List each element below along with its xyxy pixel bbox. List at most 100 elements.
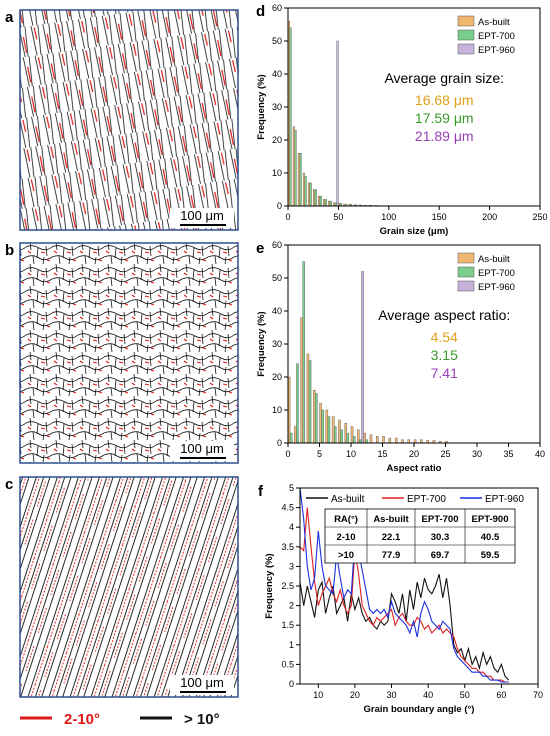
legend-swatch xyxy=(458,16,474,26)
y-tick-label: 60 xyxy=(272,3,282,13)
legend-label: EPT-700 xyxy=(478,31,515,42)
bar xyxy=(345,423,347,443)
panel-label-e: e xyxy=(256,240,264,257)
series-as-built xyxy=(288,21,390,206)
bar xyxy=(295,130,297,206)
bar xyxy=(300,153,302,206)
y-tick-label: 10 xyxy=(272,405,282,415)
bar xyxy=(290,28,292,206)
table-cell: >10 xyxy=(338,550,354,561)
bar xyxy=(309,361,311,444)
bar xyxy=(326,410,328,443)
legend-label: As-built xyxy=(478,254,510,265)
annotation-title: Average grain size: xyxy=(384,70,504,86)
ebsd-map-image xyxy=(20,477,238,697)
table-header: As-built xyxy=(373,514,409,525)
bar xyxy=(313,390,315,443)
bar xyxy=(305,176,307,206)
ebsd-map-image xyxy=(20,243,238,463)
ra-table: RA(°)2-10>10As-built22.177.9EPT-70030.36… xyxy=(325,509,515,563)
bar xyxy=(383,436,385,443)
annotation-value: 16.68 μm xyxy=(415,92,474,108)
x-tick-label: 10 xyxy=(346,449,356,459)
panel-label-a: a xyxy=(5,9,14,26)
x-axis-label: Aspect ratio xyxy=(387,463,442,474)
bar xyxy=(315,394,317,444)
legend-swatch xyxy=(458,267,474,277)
y-tick-label: 0 xyxy=(289,679,294,689)
scalebar-label: 100 μm xyxy=(180,208,224,223)
y-tick-label: 0.5 xyxy=(281,659,294,669)
ebsd-map-a: a 100 μm xyxy=(5,9,238,230)
bar xyxy=(290,433,292,443)
average-annotation: Average aspect ratio:4.543.157.41 xyxy=(378,307,510,381)
bar xyxy=(308,183,310,206)
x-tick-label: 60 xyxy=(496,690,506,700)
y-tick-label: 60 xyxy=(272,240,282,250)
y-tick-label: 1.5 xyxy=(281,620,294,630)
bar xyxy=(353,436,355,443)
y-tick-label: 5 xyxy=(289,483,294,493)
y-tick-label: 30 xyxy=(272,339,282,349)
bar xyxy=(376,436,378,443)
y-tick-label: 0 xyxy=(277,201,282,211)
x-tick-label: 20 xyxy=(350,690,360,700)
y-axis-label: Frequency (%) xyxy=(264,553,275,618)
bar xyxy=(357,430,359,443)
legend-label: EPT-700 xyxy=(407,494,446,505)
legend-label: EPT-960 xyxy=(485,494,524,505)
annotation-value: 3.15 xyxy=(431,347,458,363)
bar xyxy=(332,417,334,443)
bar xyxy=(296,364,298,443)
x-tick-label: 150 xyxy=(432,212,447,222)
table-cell: 22.1 xyxy=(382,532,401,543)
legend-label: As-built xyxy=(478,17,510,28)
series-line-as-built xyxy=(300,574,509,680)
bar xyxy=(334,427,336,444)
annotation-value: 4.54 xyxy=(431,329,458,345)
table-header: RA(°) xyxy=(334,514,358,525)
y-tick-label: 3.5 xyxy=(281,542,294,552)
x-tick-label: 40 xyxy=(535,449,545,459)
bar xyxy=(320,196,322,206)
series-ept-960 xyxy=(362,271,364,443)
bar xyxy=(303,262,305,444)
annotation-title: Average aspect ratio: xyxy=(378,307,510,323)
panel-label-d: d xyxy=(256,3,265,20)
table-cell: 40.5 xyxy=(481,532,500,543)
bar xyxy=(301,318,303,443)
bar xyxy=(347,433,349,443)
x-tick-label: 50 xyxy=(460,690,470,700)
bar xyxy=(313,190,315,207)
panel-label-b: b xyxy=(5,242,14,259)
x-tick-label: 0 xyxy=(285,212,290,222)
y-tick-label: 2.5 xyxy=(281,581,294,591)
y-tick-label: 10 xyxy=(272,168,282,178)
annotation-value: 21.89 μm xyxy=(415,128,474,144)
x-tick-label: 30 xyxy=(387,690,397,700)
legend-swatch xyxy=(458,253,474,263)
x-tick-label: 25 xyxy=(440,449,450,459)
ebsd-map-image xyxy=(20,10,238,230)
y-tick-label: 3 xyxy=(289,561,294,571)
legend-swatch xyxy=(458,44,474,54)
bar xyxy=(389,438,391,443)
y-axis-label: Frequency (%) xyxy=(256,74,267,139)
x-tick-label: 15 xyxy=(377,449,387,459)
y-tick-label: 20 xyxy=(272,135,282,145)
x-tick-label: 5 xyxy=(317,449,322,459)
series-ept-960 xyxy=(337,41,339,206)
bar xyxy=(325,199,327,206)
bar xyxy=(337,41,339,206)
y-tick-label: 2 xyxy=(289,601,294,611)
x-tick-label: 20 xyxy=(409,449,419,459)
y-axis-label: Frequency (%) xyxy=(256,311,267,376)
scalebar-label: 100 μm xyxy=(180,441,224,456)
bar xyxy=(298,153,300,206)
